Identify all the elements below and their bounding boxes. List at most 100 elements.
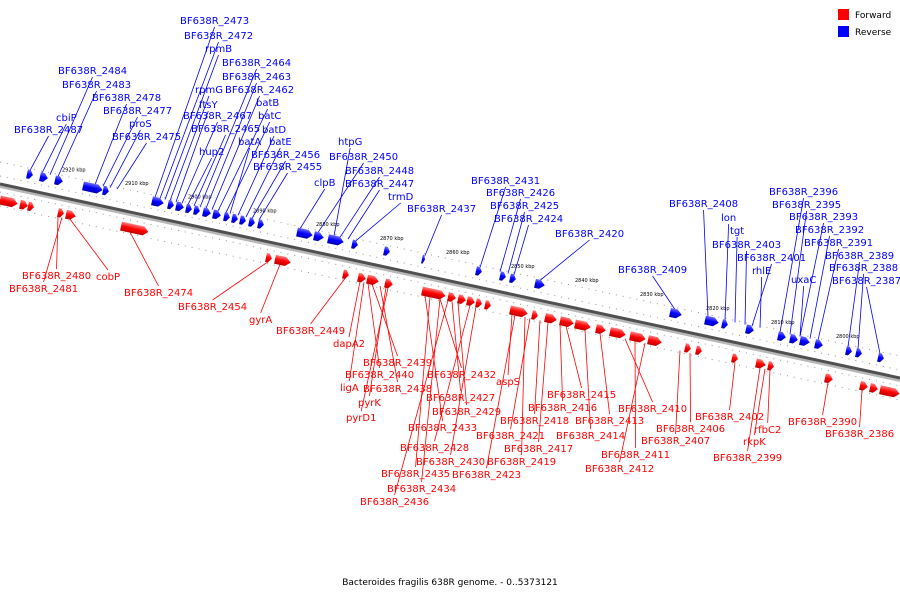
reverse-gene-label: BF638R_2389	[825, 251, 894, 262]
forward-gene-label: ligA	[340, 383, 359, 394]
forward-gene-label: dapA2	[333, 339, 365, 350]
label-leader	[109, 129, 141, 188]
reverse-gene-arrow	[54, 175, 63, 186]
reverse-gene-label: BF638R_2403	[712, 240, 781, 251]
forward-gene-label: BF638R_2411	[601, 450, 670, 461]
label-leader	[510, 318, 531, 430]
reverse-gene-arrow	[102, 185, 109, 196]
label-leader	[799, 222, 824, 337]
forward-gene-arrow	[120, 221, 149, 236]
forward-gene-arrow	[544, 313, 557, 324]
reverse-gene-arrow	[814, 339, 823, 349]
reverse-gene-label: batC	[258, 111, 281, 122]
label-leader	[624, 338, 653, 403]
label-leader	[847, 261, 860, 347]
label-leader	[507, 211, 525, 274]
reverse-gene-arrow	[202, 207, 211, 217]
forward-gene-arrow	[559, 316, 574, 328]
forward-gene-arrow	[859, 380, 868, 391]
label-leader	[754, 368, 766, 436]
forward-gene-label: BF638R_2421	[476, 431, 545, 442]
scale-tick-label: 2840 kbp	[575, 278, 599, 284]
scale-tick-label: 2890 kbp	[253, 209, 277, 215]
label-leader	[747, 367, 761, 452]
label-leader	[29, 135, 49, 171]
scale-tick-label: 2870 kbp	[380, 236, 404, 242]
reverse-gene-label: BF638R_2395	[772, 200, 841, 211]
label-leader	[199, 68, 257, 208]
reverse-gene-label: hup2	[199, 147, 224, 158]
forward-gene-arrow	[27, 201, 34, 212]
forward-gene-arrow	[684, 343, 691, 353]
forward-gene-arrow	[342, 269, 349, 279]
scale-tick-label: 2910 kbp	[125, 181, 149, 187]
reverse-gene-arrow	[499, 271, 506, 281]
reverse-gene-arrow	[509, 273, 516, 283]
reverse-gene-label: BF638R_2424	[494, 214, 563, 225]
forward-gene-label: pyrK	[358, 398, 381, 409]
forward-gene-arrow	[484, 300, 491, 310]
forward-gene-label: BF638R_2417	[504, 444, 573, 455]
label-leader	[367, 283, 380, 369]
forward-gene-arrow	[265, 252, 272, 263]
scale-tick-label: 2880 kbp	[316, 222, 340, 228]
reverse-gene-label: BF638R_2450	[329, 152, 398, 163]
forward-gene-label: BF638R_2428	[400, 443, 469, 454]
legend: Forward Reverse	[838, 9, 892, 38]
scale-ticks: 2920 kbp 2910 kbp 2900 kbp 2890 kbp 2880 kbp…	[62, 167, 860, 340]
label-leader	[599, 333, 610, 415]
reverse-gene-label: BF638R_2472	[184, 31, 253, 42]
reverse-gene-label: BF638R_2477	[103, 106, 172, 117]
label-leader	[379, 285, 398, 383]
forward-gene-label: pyrD1	[346, 413, 376, 424]
reverse-gene-label: BF638R_2447	[345, 179, 414, 190]
label-leader	[779, 197, 804, 333]
reverse-gene-label: proS	[129, 119, 152, 130]
label-leader	[164, 54, 219, 200]
forward-gene-arrow	[695, 345, 702, 356]
label-leader	[129, 231, 159, 287]
label-leader	[212, 261, 269, 301]
forward-gene-label: BF638R_2386	[825, 429, 894, 440]
reverse-gene-arrow	[799, 336, 810, 346]
label-leader	[767, 369, 771, 424]
label-leader	[159, 41, 219, 199]
label-leader	[534, 320, 541, 415]
label-leader	[634, 340, 636, 449]
reverse-gene-label: cbiP	[56, 113, 77, 124]
reverse-gene-arrow	[721, 319, 728, 329]
forward-gene-label: BF638R_2480	[22, 271, 91, 282]
label-leader	[310, 278, 346, 325]
label-leader	[41, 123, 67, 174]
label-leader	[347, 189, 380, 240]
scale-tick-label: 2850 kbp	[511, 264, 535, 270]
label-leader	[652, 275, 676, 310]
forward-gene-arrow	[629, 331, 646, 343]
forward-gene-label: BF638R_2413	[575, 416, 644, 427]
reverse-gene-label: BF638R_2487	[14, 125, 83, 136]
forward-gene-arrow	[57, 208, 64, 218]
reverse-gene-arrow	[327, 234, 344, 246]
forward-gene-arrow	[466, 296, 475, 306]
label-leader	[258, 172, 288, 221]
label-leader	[49, 76, 93, 175]
genome-backbone	[0, 182, 900, 382]
scale-tick-label: 2860 kbp	[446, 250, 470, 256]
label-leader	[521, 317, 526, 456]
reverse-gene-label: BF638R_2467	[183, 111, 252, 122]
label-leader	[339, 176, 380, 238]
forward-gene-arrow	[869, 383, 878, 393]
scale-tick-label: 2820 kbp	[706, 306, 730, 312]
scale-tick-label: 2920 kbp	[62, 167, 86, 173]
label-leader	[499, 198, 521, 272]
forward-gene-label: BF638R_2481	[9, 284, 78, 295]
label-leader	[744, 250, 747, 325]
reverse-gene-label: BF638R_2393	[789, 212, 858, 223]
reverse-gene-label: rpmG	[195, 85, 223, 96]
label-leader	[211, 95, 260, 210]
label-leader	[369, 287, 387, 397]
reverse-gene-arrow	[257, 219, 264, 229]
label-leader	[734, 236, 738, 323]
